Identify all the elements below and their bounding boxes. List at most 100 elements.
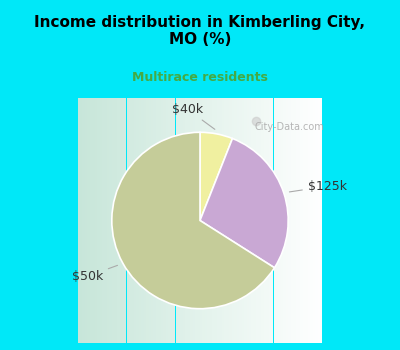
- Bar: [176, 98, 178, 343]
- Bar: [85, 98, 87, 343]
- Bar: [271, 98, 274, 343]
- Bar: [217, 98, 220, 343]
- Bar: [195, 98, 198, 343]
- Bar: [198, 98, 200, 343]
- Bar: [136, 98, 139, 343]
- Bar: [205, 98, 207, 343]
- Bar: [232, 98, 234, 343]
- Bar: [92, 98, 95, 343]
- Bar: [237, 98, 239, 343]
- Bar: [109, 98, 112, 343]
- Bar: [283, 98, 286, 343]
- Bar: [259, 98, 261, 343]
- Bar: [278, 98, 281, 343]
- Bar: [288, 98, 291, 343]
- Bar: [274, 98, 276, 343]
- Text: Multirace residents: Multirace residents: [132, 71, 268, 84]
- Bar: [207, 98, 210, 343]
- Bar: [144, 98, 146, 343]
- Bar: [268, 98, 271, 343]
- Bar: [303, 98, 305, 343]
- Bar: [95, 98, 97, 343]
- Bar: [210, 98, 212, 343]
- Bar: [178, 98, 180, 343]
- Bar: [188, 98, 190, 343]
- Bar: [315, 98, 318, 343]
- Bar: [183, 98, 185, 343]
- Bar: [122, 98, 124, 343]
- Bar: [146, 98, 148, 343]
- Bar: [90, 98, 92, 343]
- Bar: [168, 98, 170, 343]
- Bar: [252, 98, 254, 343]
- Bar: [249, 98, 252, 343]
- Bar: [158, 98, 161, 343]
- Bar: [256, 98, 259, 343]
- Bar: [298, 98, 300, 343]
- Bar: [224, 98, 227, 343]
- Bar: [163, 98, 166, 343]
- Bar: [100, 98, 102, 343]
- Bar: [318, 98, 320, 343]
- Bar: [104, 98, 107, 343]
- Bar: [244, 98, 246, 343]
- Bar: [166, 98, 168, 343]
- Bar: [97, 98, 100, 343]
- Bar: [154, 98, 156, 343]
- Bar: [234, 98, 237, 343]
- Bar: [261, 98, 264, 343]
- Bar: [190, 98, 193, 343]
- Bar: [200, 98, 202, 343]
- Bar: [308, 98, 310, 343]
- Bar: [222, 98, 224, 343]
- Bar: [131, 98, 134, 343]
- Bar: [180, 98, 183, 343]
- Bar: [78, 98, 80, 343]
- Bar: [102, 98, 104, 343]
- Bar: [276, 98, 278, 343]
- Bar: [281, 98, 283, 343]
- Bar: [107, 98, 109, 343]
- Bar: [296, 98, 298, 343]
- Bar: [246, 98, 249, 343]
- Bar: [161, 98, 163, 343]
- Bar: [305, 98, 308, 343]
- Bar: [114, 98, 117, 343]
- Bar: [293, 98, 296, 343]
- Bar: [87, 98, 90, 343]
- Bar: [266, 98, 268, 343]
- Bar: [220, 98, 222, 343]
- Bar: [173, 98, 176, 343]
- Bar: [170, 98, 173, 343]
- Bar: [129, 98, 131, 343]
- Bar: [119, 98, 122, 343]
- Bar: [117, 98, 119, 343]
- Text: City-Data.com: City-Data.com: [255, 122, 324, 133]
- Bar: [310, 98, 313, 343]
- Bar: [151, 98, 154, 343]
- Bar: [286, 98, 288, 343]
- Bar: [148, 98, 151, 343]
- Bar: [254, 98, 256, 343]
- Bar: [264, 98, 266, 343]
- Bar: [139, 98, 141, 343]
- Bar: [156, 98, 158, 343]
- Bar: [202, 98, 205, 343]
- Bar: [291, 98, 293, 343]
- Text: $50k: $50k: [72, 265, 118, 283]
- Bar: [185, 98, 188, 343]
- Bar: [242, 98, 244, 343]
- Bar: [82, 98, 85, 343]
- Bar: [193, 98, 195, 343]
- Text: $40k: $40k: [172, 103, 215, 130]
- Wedge shape: [200, 132, 232, 220]
- Bar: [300, 98, 303, 343]
- Bar: [230, 98, 232, 343]
- Bar: [80, 98, 82, 343]
- Bar: [141, 98, 144, 343]
- Bar: [313, 98, 315, 343]
- Wedge shape: [200, 139, 288, 268]
- Bar: [239, 98, 242, 343]
- Bar: [124, 98, 126, 343]
- Text: $125k: $125k: [290, 180, 347, 193]
